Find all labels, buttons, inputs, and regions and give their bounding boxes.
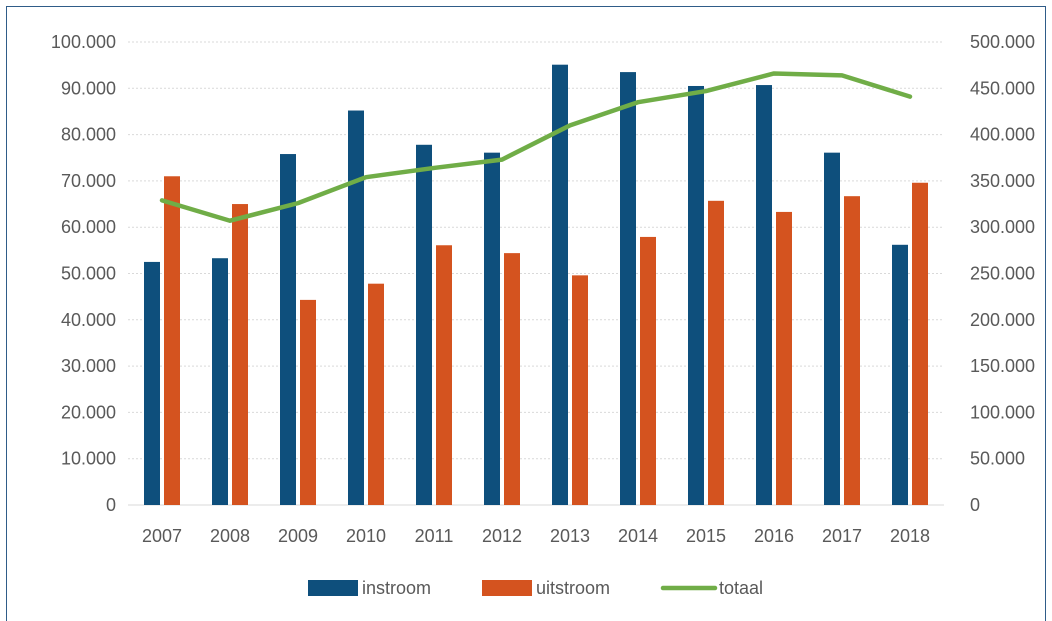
- y-tick-label-right: 200.000: [970, 310, 1035, 330]
- legend-swatch-uitstroom: [482, 580, 532, 596]
- bar-instroom-2007: [144, 261, 160, 505]
- legend-swatch-instroom: [308, 580, 358, 596]
- bar-uitstroom-2018: [912, 182, 928, 505]
- bar-uitstroom-2009: [300, 299, 316, 505]
- gridlines: [128, 41, 944, 506]
- bar-instroom-2016: [756, 85, 772, 506]
- y-tick-label-left: 70.000: [61, 171, 116, 191]
- legend-label-uitstroom: uitstroom: [536, 578, 610, 598]
- bar-uitstroom-2007: [164, 176, 180, 505]
- bar-instroom-2015: [688, 85, 704, 506]
- y-tick-label-right: 250.000: [970, 264, 1035, 284]
- x-tick-label: 2010: [346, 526, 386, 546]
- x-tick-label: 2012: [482, 526, 522, 546]
- x-axis: 2007 2008 2009 2010 2011 2012 2013 2014 2015 2016…: [142, 526, 930, 546]
- y-tick-label-right: 50.000: [970, 449, 1025, 469]
- y-tick-label-right: 0: [970, 495, 980, 515]
- x-tick-label: 2015: [686, 526, 726, 546]
- legend: instroom uitstroom totaal: [308, 578, 763, 598]
- x-tick-label: 2018: [890, 526, 930, 546]
- y-tick-label-right: 500.000: [970, 32, 1035, 52]
- y-tick-label-right: 400.000: [970, 125, 1035, 145]
- bars-layer: [144, 64, 928, 506]
- x-tick-label: 2014: [618, 526, 658, 546]
- bar-uitstroom-2015: [708, 200, 724, 505]
- x-tick-label: 2016: [754, 526, 794, 546]
- x-tick-label: 2013: [550, 526, 590, 546]
- y-tick-label-left: 80.000: [61, 125, 116, 145]
- line-layer: [159, 71, 913, 223]
- y-tick-label-left: 60.000: [61, 217, 116, 237]
- x-tick-label: 2007: [142, 526, 182, 546]
- y-tick-label-right: 450.000: [970, 78, 1035, 98]
- y-tick-label-left: 0: [106, 495, 116, 515]
- bar-uitstroom-2013: [572, 275, 588, 505]
- x-tick-label: 2011: [415, 526, 454, 546]
- bar-instroom-2017: [824, 152, 840, 506]
- bar-instroom-2009: [280, 154, 296, 505]
- y-tick-label-right: 300.000: [970, 217, 1035, 237]
- bar-instroom-2011: [416, 144, 432, 505]
- bar-instroom-2013: [552, 64, 568, 505]
- bar-uitstroom-2012: [504, 253, 520, 505]
- bar-instroom-2014: [620, 72, 636, 505]
- legend-label-instroom: instroom: [362, 578, 431, 598]
- x-tick-label: 2009: [278, 526, 318, 546]
- bar-uitstroom-2010: [368, 283, 384, 505]
- y-tick-label-left: 20.000: [61, 402, 116, 422]
- y-axis-left: 0 10.000 20.000 30.000 40.000 50.000 60.000 70.…: [51, 32, 116, 515]
- y-tick-label-left: 10.000: [61, 449, 116, 469]
- bar-instroom-2008: [212, 258, 228, 505]
- bar-uitstroom-2017: [844, 196, 860, 505]
- bar-uitstroom-2011: [436, 245, 452, 505]
- x-tick-label: 2008: [210, 526, 250, 546]
- bar-instroom-2010: [348, 110, 364, 506]
- y-tick-label-right: 100.000: [970, 402, 1035, 422]
- y-tick-label-left: 90.000: [61, 78, 116, 98]
- bar-uitstroom-2014: [640, 236, 656, 505]
- legend-label-totaal: totaal: [719, 578, 763, 598]
- y-tick-label-right: 350.000: [970, 171, 1035, 191]
- bar-instroom-2018: [892, 244, 908, 505]
- y-tick-label-left: 40.000: [61, 310, 116, 330]
- y-axis-right: 0 50.000 100.000 150.000 200.000 250.000 300.0…: [970, 32, 1035, 515]
- line-totaal: [159, 71, 913, 223]
- y-tick-label-left: 50.000: [61, 264, 116, 284]
- x-tick-label: 2017: [822, 526, 862, 546]
- y-tick-label-right: 150.000: [970, 356, 1035, 376]
- bar-instroom-2012: [484, 152, 500, 506]
- y-tick-label-left: 100.000: [51, 32, 116, 52]
- y-tick-label-left: 30.000: [61, 356, 116, 376]
- bar-uitstroom-2016: [776, 211, 792, 505]
- bar-uitstroom-2008: [232, 204, 248, 506]
